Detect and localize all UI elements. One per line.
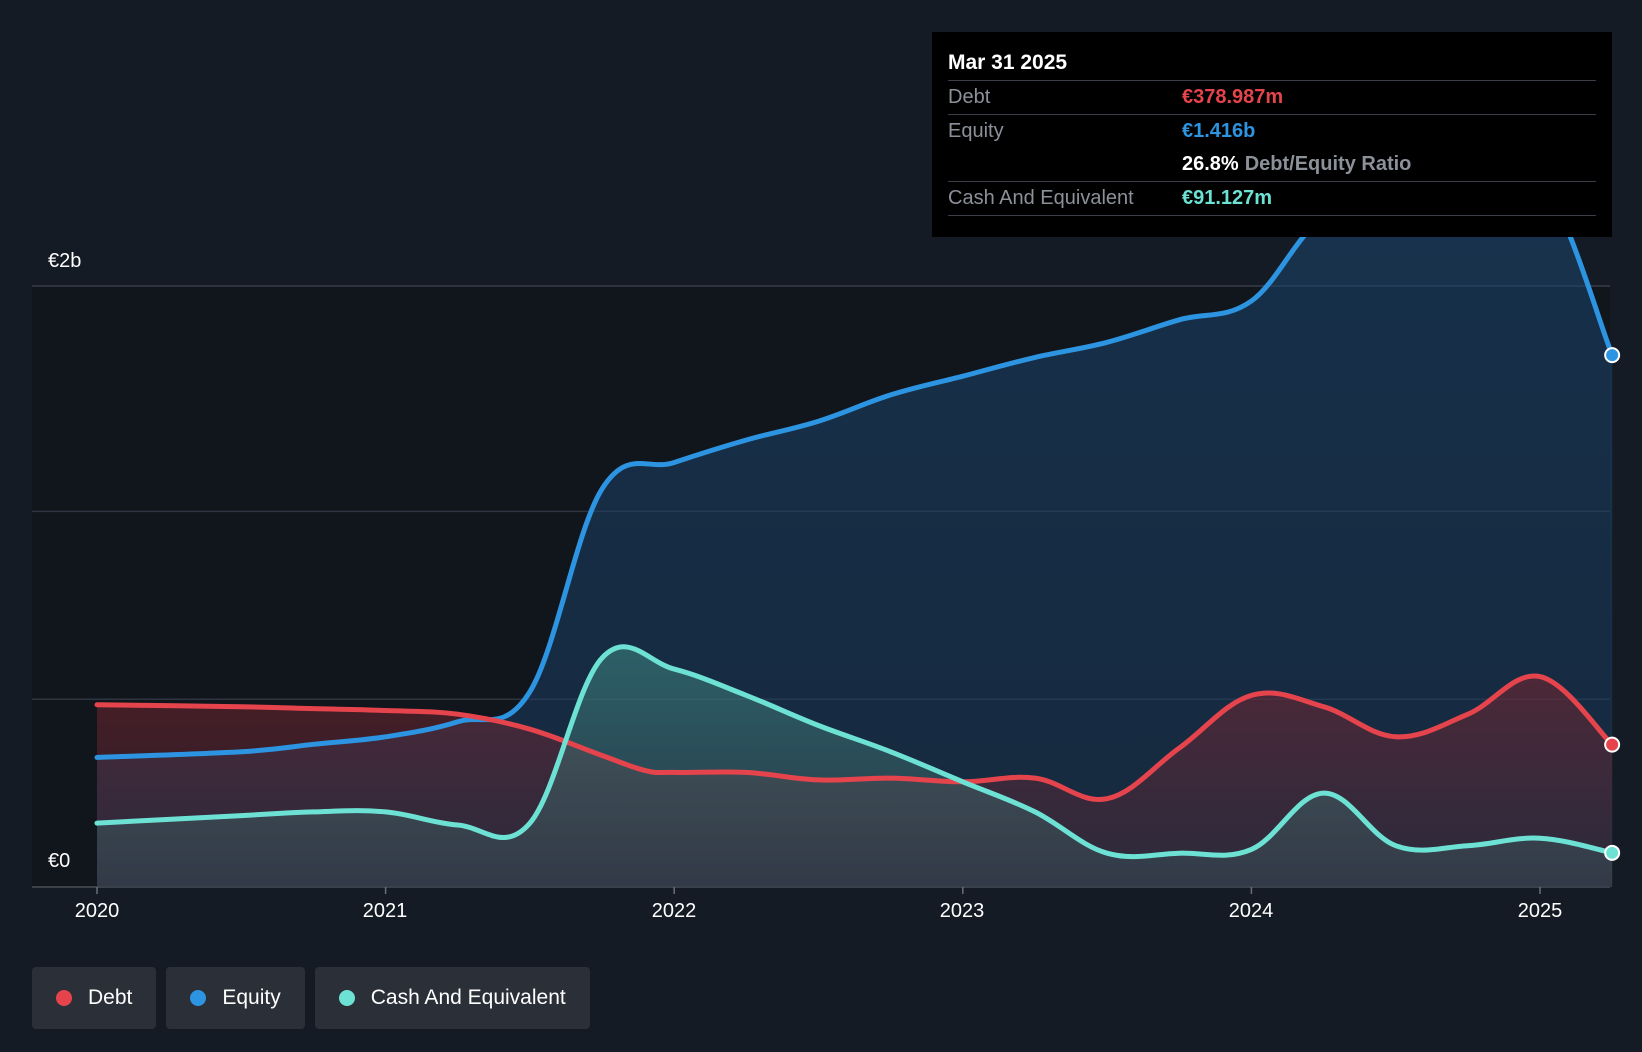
legend-item-cash[interactable]: Cash And Equivalent <box>314 967 590 1029</box>
tooltip-debt-value: €378.987m <box>1182 86 1284 108</box>
legend-debt-label: Debt <box>88 986 133 1009</box>
tooltip-cash-label: Cash And Equivalent <box>948 187 1134 209</box>
tooltip-ratio-value: 26.8% <box>1182 153 1239 175</box>
y-tick-label-top: €2b <box>48 250 82 272</box>
tooltip-row-debt: Debt €378.987m <box>948 80 1596 114</box>
tooltip-equity-value: €1.416b <box>1182 120 1256 142</box>
cash-and-equivalent-area <box>97 646 1613 887</box>
legend-item-debt[interactable]: Debt <box>32 967 157 1029</box>
x-tick-label: 2020 <box>74 900 120 922</box>
tooltip-cash-value: €91.127m <box>1182 187 1273 209</box>
tooltip-panel: Mar 31 2025 Debt €378.987m Equity €1.416… <box>932 32 1612 237</box>
x-tick-label: 2025 <box>1517 900 1563 922</box>
tooltip-equity-label: Equity <box>948 120 1004 142</box>
debt-dot-icon <box>56 990 72 1006</box>
equity-end-point <box>1604 347 1621 364</box>
equity-dot-icon <box>190 990 207 1006</box>
x-tick-label: 2022 <box>651 900 697 922</box>
tooltip-ratio-label: Debt/Equity Ratio <box>1244 153 1412 175</box>
legend: Debt Equity Cash And Equivalent <box>32 967 590 1029</box>
tooltip-row-cash: Cash And Equivalent €91.127m <box>948 181 1596 216</box>
y-tick-label-bottom: €0 <box>48 850 71 872</box>
x-tick-label: 2021 <box>362 900 408 922</box>
cash-dot-icon <box>338 990 355 1006</box>
tooltip-row-equity: Equity €1.416b <box>948 114 1596 148</box>
cash-and-equivalent-end-point <box>1604 844 1621 861</box>
legend-item-equity[interactable]: Equity <box>166 967 305 1029</box>
legend-equity-label: Equity <box>222 986 281 1009</box>
cash-and-equivalent-line <box>94 644 1615 860</box>
legend-cash-label: Cash And Equivalent <box>370 986 566 1009</box>
debt-line <box>94 673 1615 803</box>
debt-end-point <box>1604 736 1621 753</box>
tooltip-debt-label: Debt <box>948 86 991 108</box>
x-tick-label: 2024 <box>1228 900 1274 922</box>
tooltip-row-ratio: 26.8% Debt/Equity Ratio <box>948 148 1596 181</box>
tooltip-date: Mar 31 2025 <box>948 51 1068 74</box>
x-tick-label: 2023 <box>939 900 985 922</box>
